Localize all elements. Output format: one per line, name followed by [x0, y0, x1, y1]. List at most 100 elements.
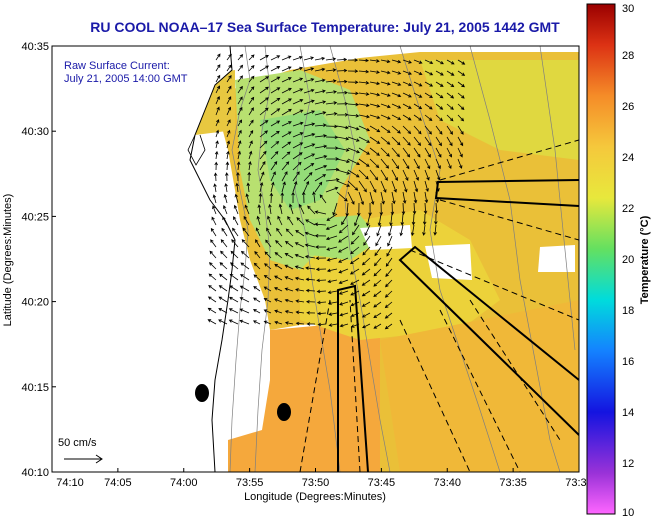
- current-vector: [237, 64, 244, 72]
- current-vector: [373, 290, 382, 298]
- current-vector: [252, 309, 261, 314]
- current-vector: [337, 246, 349, 253]
- current-vector: [338, 290, 349, 295]
- current-vector: [254, 250, 261, 259]
- sst-yellow-patch: [420, 60, 579, 160]
- current-vector: [248, 54, 255, 61]
- current-vector: [252, 320, 261, 325]
- current-vector: [222, 216, 228, 226]
- current-vector: [435, 114, 443, 122]
- y-tick-label: 40:10: [21, 467, 49, 479]
- current-vector: [446, 147, 453, 158]
- current-vector: [347, 158, 361, 166]
- current-vector: [369, 70, 380, 74]
- current-vector: [253, 262, 261, 270]
- current-vector: [391, 125, 401, 134]
- current-vector: [237, 119, 243, 127]
- sst-orange-patch: [380, 300, 579, 472]
- current-vector: [233, 204, 239, 215]
- current-vector: [226, 96, 232, 105]
- current-vector: [315, 267, 327, 272]
- current-vector: [292, 88, 304, 94]
- current-vector: [259, 97, 269, 105]
- current-vector: [291, 191, 295, 204]
- current-vector: [457, 147, 463, 158]
- current-vector: [339, 323, 349, 328]
- current-vector: [380, 59, 391, 64]
- current-vector: [358, 158, 370, 167]
- current-vector: [380, 70, 391, 75]
- current-vector: [274, 252, 283, 259]
- current-vector: [317, 322, 327, 327]
- current-vector: [281, 66, 292, 72]
- current-vector: [391, 136, 401, 146]
- current-vector: [391, 191, 396, 205]
- current-vector: [264, 251, 272, 259]
- current-vector: [391, 70, 402, 75]
- current-vector: [457, 81, 465, 88]
- current-vector: [363, 235, 371, 246]
- colorbar-tick-label: 22: [622, 203, 634, 215]
- current-vector: [336, 113, 349, 117]
- current-vector: [259, 107, 269, 116]
- current-vector: [294, 265, 305, 270]
- current-vector: [274, 287, 283, 292]
- current-vector: [347, 147, 360, 154]
- current-vector: [402, 70, 412, 75]
- current-vector: [424, 114, 433, 121]
- current-vector: [347, 91, 359, 96]
- current-vector: [354, 213, 360, 227]
- current-vector: [207, 307, 217, 314]
- current-vector: [326, 213, 338, 221]
- current-vector: [385, 279, 393, 288]
- current-vector: [225, 161, 230, 171]
- current-vector: [237, 140, 242, 149]
- current-vector: [248, 96, 255, 105]
- current-vector: [325, 79, 337, 83]
- colorbar-tick-label: 10: [622, 507, 634, 518]
- current-vector: [224, 172, 229, 182]
- current-vector: [222, 205, 228, 215]
- current-vector: [336, 158, 350, 164]
- current-vector: [240, 250, 250, 259]
- current-vector: [446, 70, 455, 76]
- current-vector: [292, 55, 303, 61]
- current-vector: [380, 92, 391, 97]
- current-vector: [208, 285, 217, 292]
- current-vector: [424, 125, 432, 135]
- current-vector: [226, 119, 231, 127]
- current-vector: [305, 288, 316, 293]
- current-vector: [326, 246, 338, 251]
- current-vector: [413, 169, 419, 181]
- current-vector: [380, 180, 387, 193]
- y-tick-label: 40:25: [21, 211, 49, 223]
- current-vector: [424, 92, 433, 98]
- current-vector: [306, 311, 316, 315]
- current-vector: [274, 275, 283, 281]
- current-vector: [373, 268, 382, 277]
- current-vector: [402, 147, 411, 158]
- current-vector: [210, 227, 217, 237]
- current-vector: [305, 299, 316, 304]
- current-vector: [314, 67, 326, 72]
- current-vector: [347, 136, 360, 142]
- current-vector: [215, 53, 221, 61]
- current-vector: [221, 227, 228, 237]
- current-vector: [263, 286, 272, 292]
- current-vector: [361, 257, 371, 266]
- current-vector: [270, 87, 281, 94]
- current-vector: [284, 298, 294, 303]
- current-vector: [336, 101, 349, 106]
- current-vector: [435, 59, 444, 65]
- current-vector: [259, 54, 269, 61]
- current-vector: [424, 191, 429, 204]
- current-vector: [294, 253, 305, 259]
- current-vector: [380, 136, 391, 145]
- current-vector: [267, 215, 272, 226]
- current-vector: [332, 202, 338, 216]
- current-vector: [215, 140, 219, 149]
- current-vector: [402, 92, 412, 98]
- current-vector: [424, 169, 430, 181]
- current-vector: [457, 70, 466, 76]
- current-vector: [303, 153, 316, 160]
